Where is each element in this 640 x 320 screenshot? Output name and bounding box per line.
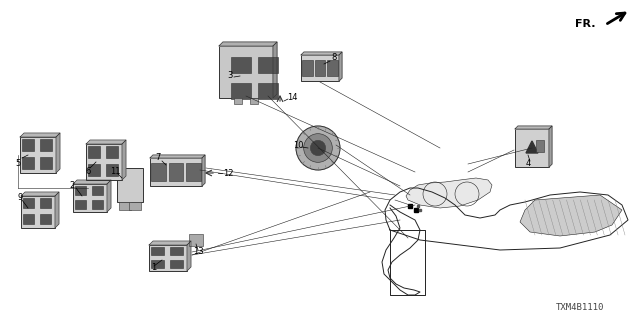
Text: 8: 8 [332, 53, 337, 62]
Bar [76, 200, 86, 209]
Bar [149, 245, 187, 271]
Bar [152, 260, 164, 268]
Polygon shape [122, 140, 126, 180]
Polygon shape [526, 141, 538, 153]
Bar [23, 214, 35, 225]
Polygon shape [520, 195, 622, 236]
Polygon shape [55, 192, 59, 228]
Bar [73, 184, 107, 212]
Bar [189, 234, 203, 246]
Bar [152, 163, 166, 181]
Circle shape [304, 134, 332, 162]
Text: 6: 6 [85, 167, 91, 177]
Bar [250, 98, 258, 104]
Text: 2: 2 [69, 181, 75, 190]
Bar [301, 55, 339, 81]
Text: 10: 10 [292, 140, 303, 149]
Polygon shape [56, 133, 60, 173]
Polygon shape [549, 126, 552, 167]
Text: 13: 13 [193, 247, 204, 257]
Bar [22, 140, 34, 151]
Polygon shape [406, 178, 492, 208]
Bar [40, 198, 51, 209]
Bar [232, 57, 251, 73]
Bar [40, 157, 52, 169]
Polygon shape [73, 180, 111, 184]
Bar [234, 98, 242, 104]
Polygon shape [86, 140, 126, 144]
Bar [106, 146, 118, 158]
Text: 3: 3 [227, 70, 233, 79]
Polygon shape [219, 42, 277, 46]
Bar [515, 129, 549, 167]
Bar [23, 198, 35, 209]
Bar [40, 140, 52, 151]
Text: 11: 11 [109, 167, 120, 177]
Bar [22, 157, 34, 169]
Text: 5: 5 [15, 159, 20, 169]
Bar [88, 146, 100, 158]
Bar [117, 168, 143, 202]
Text: 9: 9 [17, 194, 22, 203]
Bar [129, 202, 141, 210]
Text: 12: 12 [223, 170, 233, 179]
Text: TXM4B1110: TXM4B1110 [556, 303, 604, 313]
Bar [152, 247, 164, 255]
Bar [92, 200, 103, 209]
Bar [119, 202, 131, 210]
Bar [170, 247, 183, 255]
Polygon shape [515, 126, 552, 129]
Bar [170, 260, 183, 268]
Text: 7: 7 [156, 154, 161, 163]
Bar [219, 46, 273, 98]
Polygon shape [187, 241, 191, 271]
Bar [88, 164, 100, 176]
Bar [86, 144, 122, 180]
Bar [259, 83, 278, 100]
Text: FR.: FR. [575, 19, 596, 29]
Bar [150, 158, 202, 186]
Text: 4: 4 [525, 159, 531, 169]
Bar [169, 163, 183, 181]
Bar [536, 140, 544, 152]
Circle shape [310, 140, 326, 156]
Bar [259, 57, 278, 73]
Text: 1: 1 [152, 263, 157, 273]
Polygon shape [20, 133, 60, 137]
Bar [232, 83, 251, 100]
Polygon shape [150, 155, 205, 158]
Polygon shape [339, 52, 342, 81]
Polygon shape [21, 192, 59, 196]
Text: 14: 14 [287, 93, 297, 102]
Bar [21, 196, 55, 228]
Bar [106, 164, 118, 176]
Bar [327, 60, 338, 76]
Bar [302, 60, 313, 76]
Polygon shape [149, 241, 191, 245]
Bar [76, 186, 86, 195]
Circle shape [296, 126, 340, 170]
Polygon shape [202, 155, 205, 186]
Bar [315, 60, 325, 76]
Polygon shape [301, 52, 342, 55]
Bar [40, 214, 51, 225]
Bar [186, 163, 200, 181]
Bar [20, 137, 56, 173]
Polygon shape [273, 42, 277, 98]
Bar [92, 186, 103, 195]
Polygon shape [107, 180, 111, 212]
